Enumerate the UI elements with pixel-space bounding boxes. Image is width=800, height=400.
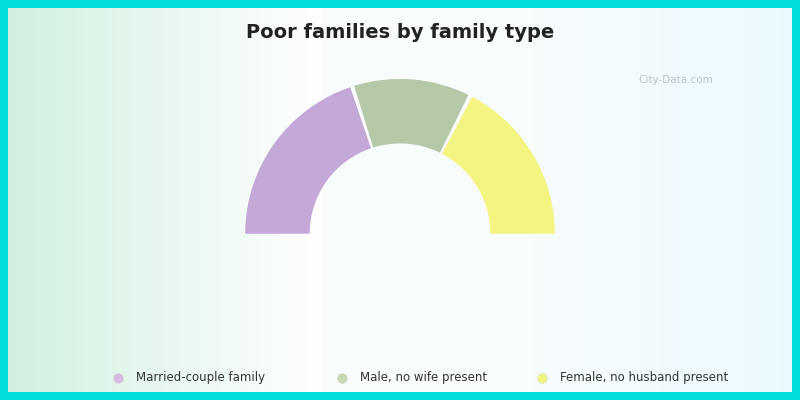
Text: Poor families by family type: Poor families by family type [246, 22, 554, 42]
Text: Male, no wife present: Male, no wife present [360, 372, 487, 384]
Text: City-Data.com: City-Data.com [638, 75, 714, 85]
Text: Married-couple family: Married-couple family [136, 372, 265, 384]
Wedge shape [354, 79, 469, 153]
Text: Female, no husband present: Female, no husband present [560, 372, 728, 384]
Wedge shape [246, 87, 371, 234]
Wedge shape [442, 97, 555, 234]
